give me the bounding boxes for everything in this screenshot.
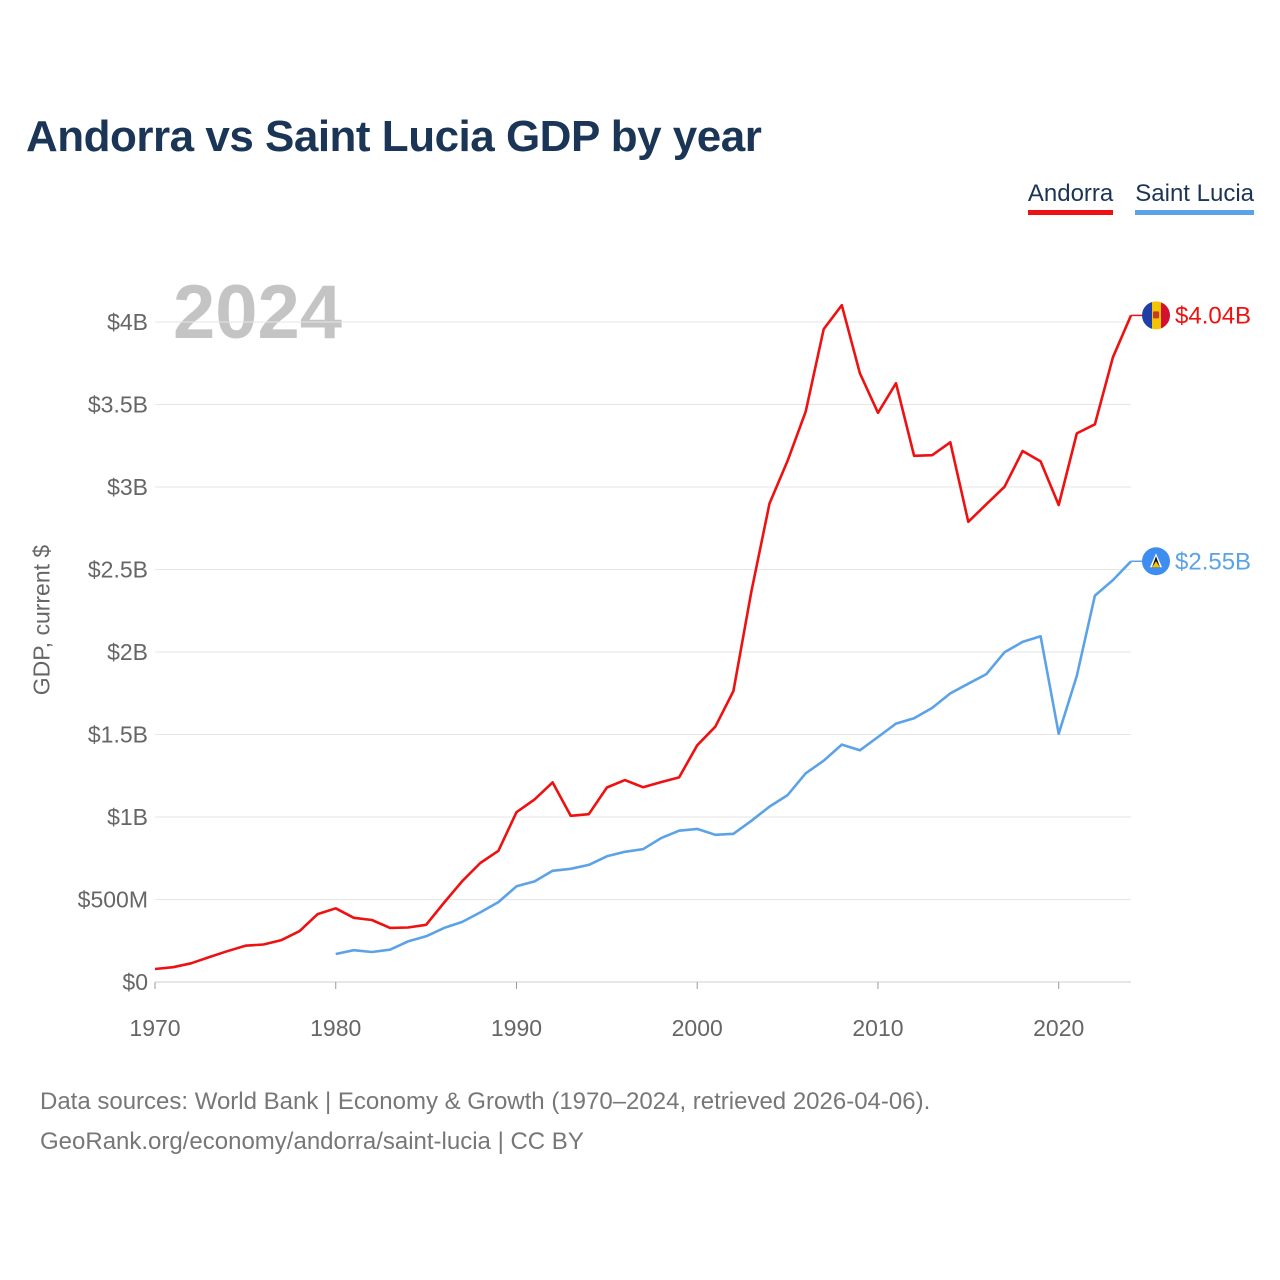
x-tick-label: 1970 <box>129 1015 180 1041</box>
andorra-flag-icon <box>1142 301 1170 330</box>
chart-title: Andorra vs Saint Lucia GDP by year <box>26 112 762 161</box>
grid-lines <box>155 321 1131 983</box>
x-tick-label: 2010 <box>852 1015 903 1041</box>
series-line-saint-lucia <box>335 560 1132 956</box>
end-value-label: $2.55B <box>1175 548 1251 575</box>
x-tick-label: 2020 <box>1033 1015 1084 1041</box>
legend-item-andorra[interactable]: Andorra <box>1027 180 1114 215</box>
y-tick-label: $3B <box>107 474 148 500</box>
x-axis-ticks: 1970 1980 1990 2000 2010 2020 <box>129 982 1084 1041</box>
y-tick-label: $3.5B <box>88 392 148 418</box>
x-tick-label: 1980 <box>310 1015 361 1041</box>
y-tick-label: $2.5B <box>88 557 148 583</box>
saint-lucia-flag-icon <box>1142 547 1170 576</box>
y-tick-label: $1B <box>107 804 148 830</box>
y-tick-label: $1.5B <box>88 722 148 748</box>
y-tick-label: $500M <box>78 887 148 913</box>
y-tick-label: $0 <box>122 969 148 995</box>
y-tick-label: $4B <box>107 309 148 335</box>
legend: Andorra Saint Lucia <box>1027 180 1254 215</box>
y-tick-label: $2B <box>107 639 148 665</box>
year-watermark: 2024 <box>173 270 342 355</box>
series-lines <box>154 303 1133 971</box>
end-value-label: $4.04B <box>1175 302 1251 329</box>
end-markers: $4.04B $2.55B <box>1131 301 1251 576</box>
series-line-andorra <box>154 303 1133 971</box>
legend-item-saint-lucia[interactable]: Saint Lucia <box>1135 180 1254 215</box>
source-note: Data sources: World Bank | Economy & Gro… <box>40 1082 930 1162</box>
source-line-1: Data sources: World Bank | Economy & Gro… <box>40 1088 931 1115</box>
source-line-2[interactable]: GeoRank.org/economy/andorra/saint-lucia … <box>40 1128 584 1155</box>
x-tick-label: 2000 <box>672 1015 723 1041</box>
y-axis-ticks: $0 $500M $1B $1.5B $2B $2.5B $3B $3.5B $4B <box>78 309 148 995</box>
x-tick-label: 1990 <box>491 1015 542 1041</box>
